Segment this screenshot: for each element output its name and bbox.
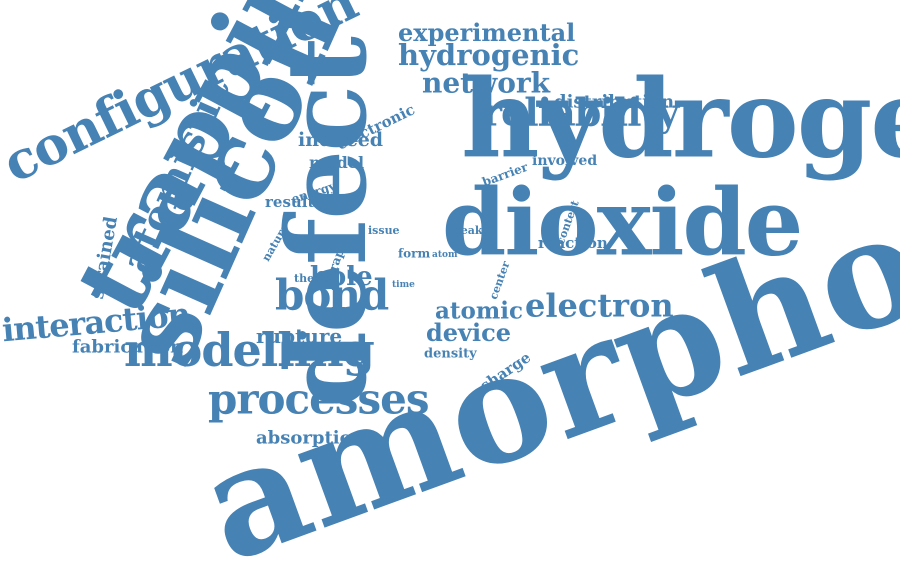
word-hydrogenic: hydrogenic [398, 37, 580, 72]
word-thesis: thesis [294, 272, 331, 286]
word-model: model [309, 153, 365, 173]
word-fabrication: fabrication [72, 336, 184, 358]
word-device: device [426, 317, 511, 347]
word-hole: hole [310, 262, 373, 293]
word-network: network [422, 66, 551, 100]
word-result: result [265, 193, 315, 211]
word-time: time [392, 279, 415, 290]
word-experimental: experimental [398, 17, 576, 47]
word-hydrogen: hydrogen [461, 56, 900, 183]
word-electron: electron [525, 286, 674, 325]
word-form: form [398, 246, 431, 261]
word-bond: bond [275, 270, 389, 320]
word-rupture: rupture [256, 324, 343, 348]
word-atom: atom [432, 249, 458, 260]
word-peak: peak [453, 224, 483, 238]
word-reaction: reaction [538, 234, 608, 252]
word-dioxide: dioxide [442, 168, 803, 277]
word-processes: processes [208, 374, 429, 424]
word-issue: issue [368, 224, 400, 238]
word-density: density [424, 346, 477, 362]
word-reliability: reliability [482, 89, 679, 135]
word-atomic: atomic [435, 297, 523, 325]
word-involved: involved [532, 152, 598, 169]
word-distribution: distribution [554, 91, 675, 113]
word-modelling: modelling [124, 323, 375, 378]
word-induced: induced [298, 128, 384, 151]
word-absorption: absorption [256, 427, 365, 449]
